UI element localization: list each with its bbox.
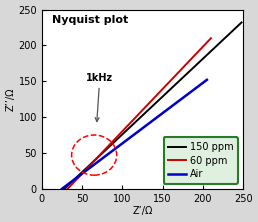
Y-axis label: Z’’/Ω: Z’’/Ω xyxy=(6,87,15,111)
Line: Air: Air xyxy=(62,80,207,189)
Text: 1kHz: 1kHz xyxy=(86,73,113,122)
X-axis label: Z’/Ω: Z’/Ω xyxy=(132,206,153,216)
Air xyxy=(205,79,208,81)
Air xyxy=(60,187,63,190)
Text: Nyquist plot: Nyquist plot xyxy=(52,15,128,25)
Legend: 150 ppm, 60 ppm, Air: 150 ppm, 60 ppm, Air xyxy=(164,137,238,184)
